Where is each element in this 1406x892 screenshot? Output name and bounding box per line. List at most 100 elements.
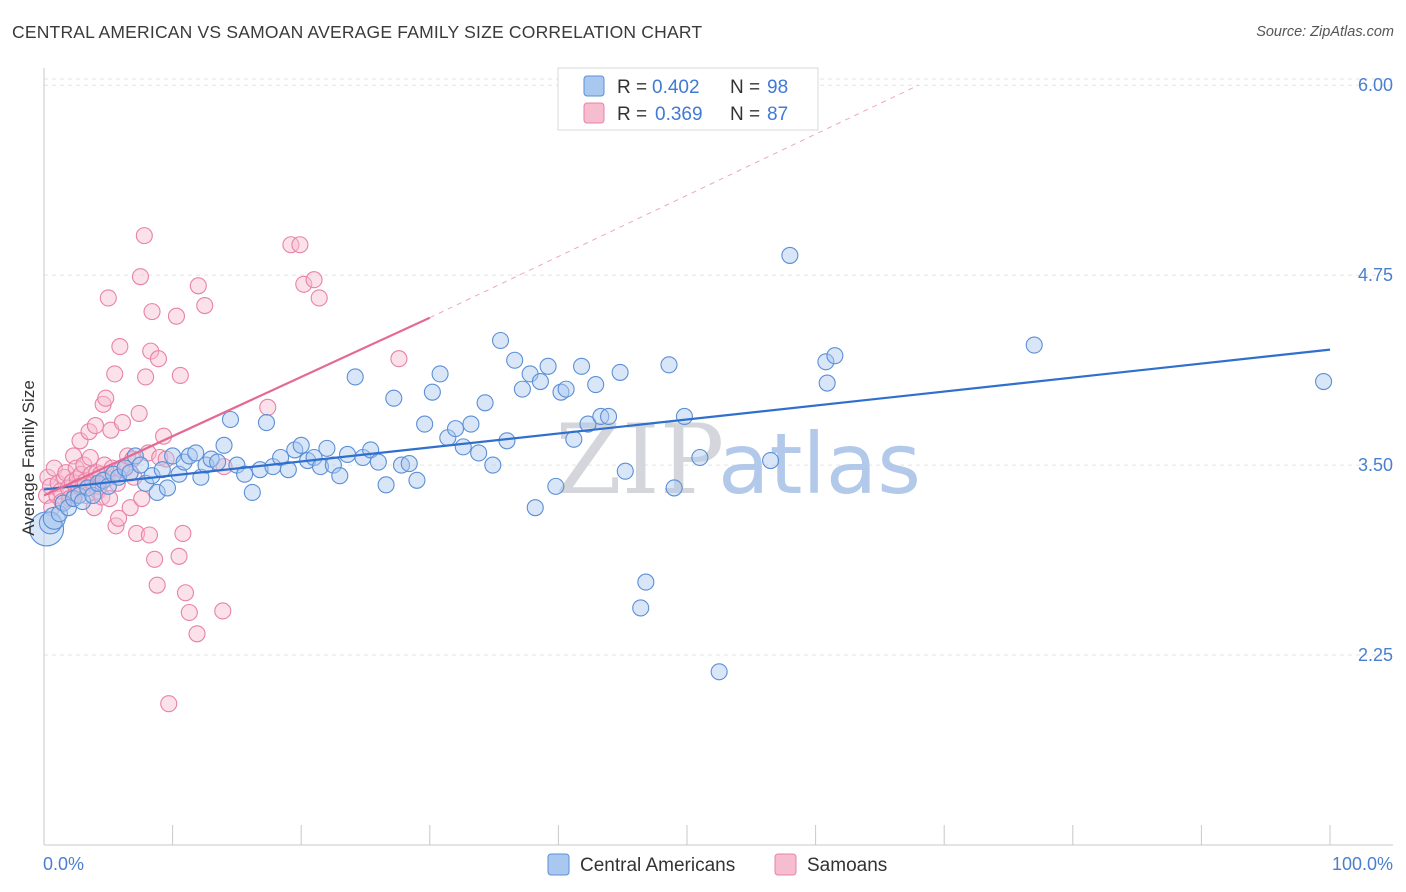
central-americans-point: [637, 573, 655, 591]
central-americans-point: [476, 394, 494, 412]
samoans-point: [71, 432, 89, 450]
samoans-point: [140, 526, 159, 544]
central-americans-point: [587, 376, 605, 394]
central-americans-point: [632, 599, 650, 617]
chart-title: CENTRAL AMERICAN VS SAMOAN AVERAGE FAMIL…: [12, 22, 703, 42]
y-tick-label: 4.75: [1358, 265, 1393, 285]
y-tick-label: 3.50: [1358, 455, 1393, 475]
central-americans-point: [408, 471, 426, 489]
chart-source: Source: ZipAtlas.com: [1256, 24, 1394, 40]
central-americans-point: [462, 415, 480, 433]
central-americans-point: [187, 444, 205, 462]
central-americans-point: [484, 456, 502, 474]
legend-r-label-2: R =: [617, 104, 647, 125]
samoans-trend-line: [43, 316, 431, 497]
central-americans-point: [416, 415, 434, 433]
central-americans-point: [565, 430, 583, 448]
central-americans-point: [131, 456, 149, 474]
central-americans-point: [470, 444, 488, 462]
series-legend-label-samoans: Samoans: [807, 855, 887, 876]
samoans-point: [121, 499, 139, 517]
samoans-point: [81, 448, 99, 467]
samoans-point: [282, 236, 300, 254]
central-americans-points: [29, 246, 1333, 681]
samoans-point: [189, 277, 207, 295]
central-americans-point: [243, 483, 261, 502]
samoans-point: [188, 625, 206, 643]
samoans-point: [133, 489, 151, 508]
central-americans-trend-line: [43, 348, 1331, 491]
legend-n-label-1: N =: [730, 77, 760, 98]
central-americans-point: [572, 357, 591, 375]
samoans-point: [196, 296, 214, 315]
central-americans-point: [513, 380, 531, 398]
central-americans-point: [579, 415, 597, 433]
samoans-point: [170, 547, 188, 565]
samoans-point: [148, 576, 166, 594]
central-americans-point: [318, 439, 336, 457]
central-americans-point: [65, 489, 83, 508]
central-americans-point: [665, 479, 683, 497]
central-americans-point: [236, 465, 254, 483]
central-americans-point: [710, 663, 728, 681]
central-americans-point: [675, 407, 693, 426]
samoans-point: [86, 417, 104, 435]
samoans-point: [176, 584, 195, 602]
central-americans-point: [272, 448, 290, 467]
central-americans-point: [818, 374, 836, 392]
central-americans-point: [826, 347, 844, 365]
central-americans-point: [346, 368, 364, 386]
central-americans-point: [153, 461, 171, 479]
x-tick-label-max: 100.0%: [1332, 854, 1393, 874]
central-americans-point: [600, 407, 618, 426]
central-americans-point: [491, 331, 510, 350]
central-americans-point: [385, 389, 403, 407]
central-americans-point: [400, 455, 418, 473]
central-americans-point: [660, 356, 678, 374]
legend-n-value-2: 87: [767, 104, 788, 125]
samoans-point: [146, 550, 164, 568]
y-axis-title: Average Family Size: [19, 380, 38, 536]
samoans-point: [295, 275, 313, 293]
central-americans-point: [557, 380, 575, 398]
y-tick-label: 6.00: [1358, 75, 1393, 95]
central-americans-point: [547, 477, 565, 495]
stats-legend: R = 0.402 N = 98 R = 0.369 N = 87: [557, 67, 819, 131]
samoans-point: [291, 236, 309, 254]
samoans-point: [160, 695, 178, 713]
central-americans-point: [506, 351, 524, 369]
axis-layer: [43, 68, 1393, 846]
central-americans-point: [552, 383, 570, 401]
central-americans-point: [215, 436, 233, 454]
legend-r-value-1: 0.402: [652, 77, 700, 98]
samoans-point: [130, 404, 148, 422]
legend-r-label-1: R =: [617, 77, 647, 98]
samoans-point: [180, 603, 198, 622]
trend-layer: [43, 84, 1331, 497]
watermark-zip: ZIP: [555, 404, 724, 516]
samoans-point: [143, 303, 161, 321]
samoans-point: [171, 366, 189, 384]
y-tick-label: 2.25: [1358, 645, 1393, 665]
central-americans-point: [1315, 372, 1333, 391]
legend-n-value-1: 98: [767, 77, 788, 98]
central-americans-point: [377, 476, 395, 494]
samoans-point: [174, 524, 192, 543]
central-americans-point: [338, 445, 357, 464]
central-americans-point: [539, 357, 557, 375]
central-americans-point: [446, 420, 465, 438]
watermark: ZIP atlas: [555, 404, 921, 516]
central-americans-point: [431, 365, 449, 383]
samoans-point: [113, 413, 131, 432]
samoans-point: [97, 389, 115, 407]
central-americans-point: [292, 436, 310, 454]
central-americans-point: [209, 453, 227, 471]
grid-layer: [44, 78, 1393, 656]
legend-swatch-samoans: [583, 102, 605, 124]
central-americans-point: [369, 453, 387, 471]
legend-r-value-2: 0.369: [655, 104, 703, 125]
samoans-point: [167, 307, 186, 325]
y-tick-labels: 2.25 3.50 4.75 6.00: [1358, 75, 1393, 665]
samoans-point: [128, 524, 146, 543]
